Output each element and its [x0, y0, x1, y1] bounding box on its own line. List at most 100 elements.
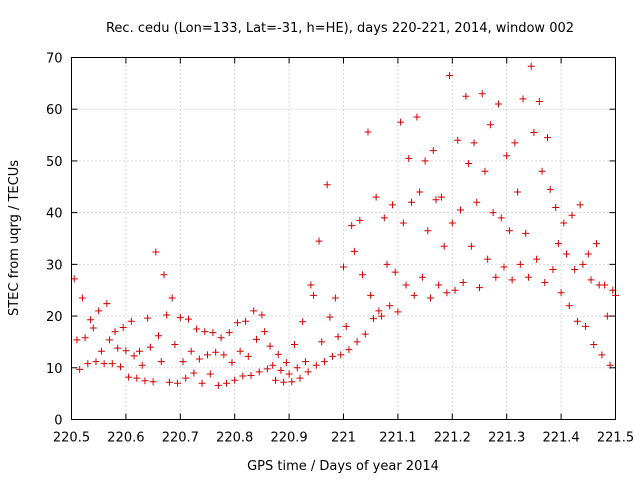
data-point — [410, 291, 418, 299]
data-point — [516, 260, 524, 268]
x-tick-label: 221 — [331, 431, 356, 446]
data-point — [451, 286, 459, 294]
data-point — [320, 358, 328, 366]
data-point — [508, 276, 516, 284]
data-point — [285, 370, 293, 378]
data-point — [584, 250, 592, 258]
data-point — [421, 157, 429, 165]
data-point — [92, 358, 100, 366]
data-point — [95, 307, 103, 315]
data-point — [492, 273, 500, 281]
data-point — [549, 266, 557, 274]
data-point — [76, 365, 84, 373]
data-point — [476, 284, 483, 292]
data-point — [193, 325, 201, 333]
x-tick-label: 220.9 — [270, 431, 307, 446]
data-point — [340, 263, 347, 271]
data-point — [391, 268, 399, 276]
x-tick-label: 220.6 — [107, 431, 144, 446]
data-point — [505, 227, 513, 235]
data-point — [97, 347, 105, 355]
data-point — [334, 333, 342, 341]
x-tick-label: 221.2 — [434, 431, 471, 446]
data-point — [432, 196, 440, 204]
data-point — [495, 100, 503, 108]
data-point — [195, 355, 203, 363]
data-point — [149, 378, 157, 386]
data-point — [250, 307, 258, 315]
data-point — [258, 311, 266, 319]
data-point — [397, 118, 405, 126]
data-point — [367, 291, 375, 299]
data-point — [261, 328, 269, 336]
x-tick-label: 220.8 — [216, 431, 253, 446]
data-point — [524, 273, 532, 281]
data-point — [160, 271, 168, 279]
data-point — [293, 364, 301, 372]
data-point — [560, 219, 568, 227]
x-tick-label: 221.1 — [379, 431, 416, 446]
data-point — [201, 328, 209, 336]
data-point — [375, 307, 383, 315]
data-point — [138, 361, 146, 369]
data-markers — [70, 62, 619, 389]
data-point — [462, 92, 470, 100]
data-point — [446, 72, 454, 80]
data-point — [106, 336, 114, 344]
data-point — [228, 359, 236, 367]
data-point — [413, 113, 421, 121]
data-point — [288, 378, 296, 386]
data-point — [244, 352, 252, 360]
data-point — [443, 289, 451, 297]
data-point — [247, 372, 255, 380]
data-point — [535, 97, 543, 105]
data-point — [427, 294, 435, 302]
data-point — [478, 90, 486, 98]
data-point — [141, 377, 149, 385]
data-point — [255, 368, 263, 376]
data-point — [563, 250, 571, 258]
data-point — [157, 358, 165, 366]
data-point — [223, 379, 231, 387]
y-tick-label: 20 — [46, 310, 63, 325]
data-point — [212, 348, 220, 356]
data-point — [601, 281, 609, 289]
data-point — [266, 342, 274, 350]
data-point — [568, 211, 576, 219]
data-point — [522, 229, 530, 237]
data-point — [206, 370, 214, 378]
data-point — [127, 317, 135, 325]
data-point — [114, 344, 122, 352]
data-point — [144, 314, 152, 322]
data-point — [388, 201, 396, 209]
data-point — [484, 255, 492, 263]
data-point — [459, 278, 467, 286]
data-point — [84, 360, 92, 368]
data-point — [204, 351, 211, 359]
data-point — [220, 351, 228, 359]
data-point — [146, 343, 154, 351]
data-point — [465, 160, 473, 168]
data-point — [511, 139, 519, 147]
data-point — [155, 332, 163, 340]
data-point — [116, 363, 124, 371]
axes: 220.5 220.6 220.7 220.8 220.9 221 221.1 221.2 22… — [46, 52, 634, 446]
x-tick-label: 221.4 — [542, 431, 579, 446]
data-point — [89, 324, 97, 332]
data-point — [326, 313, 334, 321]
data-point — [437, 193, 445, 201]
x-tick-label: 221.5 — [597, 431, 634, 446]
data-point — [342, 322, 350, 330]
data-point — [418, 273, 426, 281]
data-point — [323, 181, 331, 189]
data-point — [81, 334, 89, 342]
data-point — [590, 341, 598, 349]
data-point — [176, 314, 184, 322]
data-point — [587, 276, 595, 284]
data-point — [359, 271, 367, 279]
data-point — [380, 214, 388, 222]
grid-lines — [71, 57, 616, 420]
data-point — [209, 329, 217, 337]
data-point — [541, 278, 549, 286]
data-point — [225, 329, 233, 337]
